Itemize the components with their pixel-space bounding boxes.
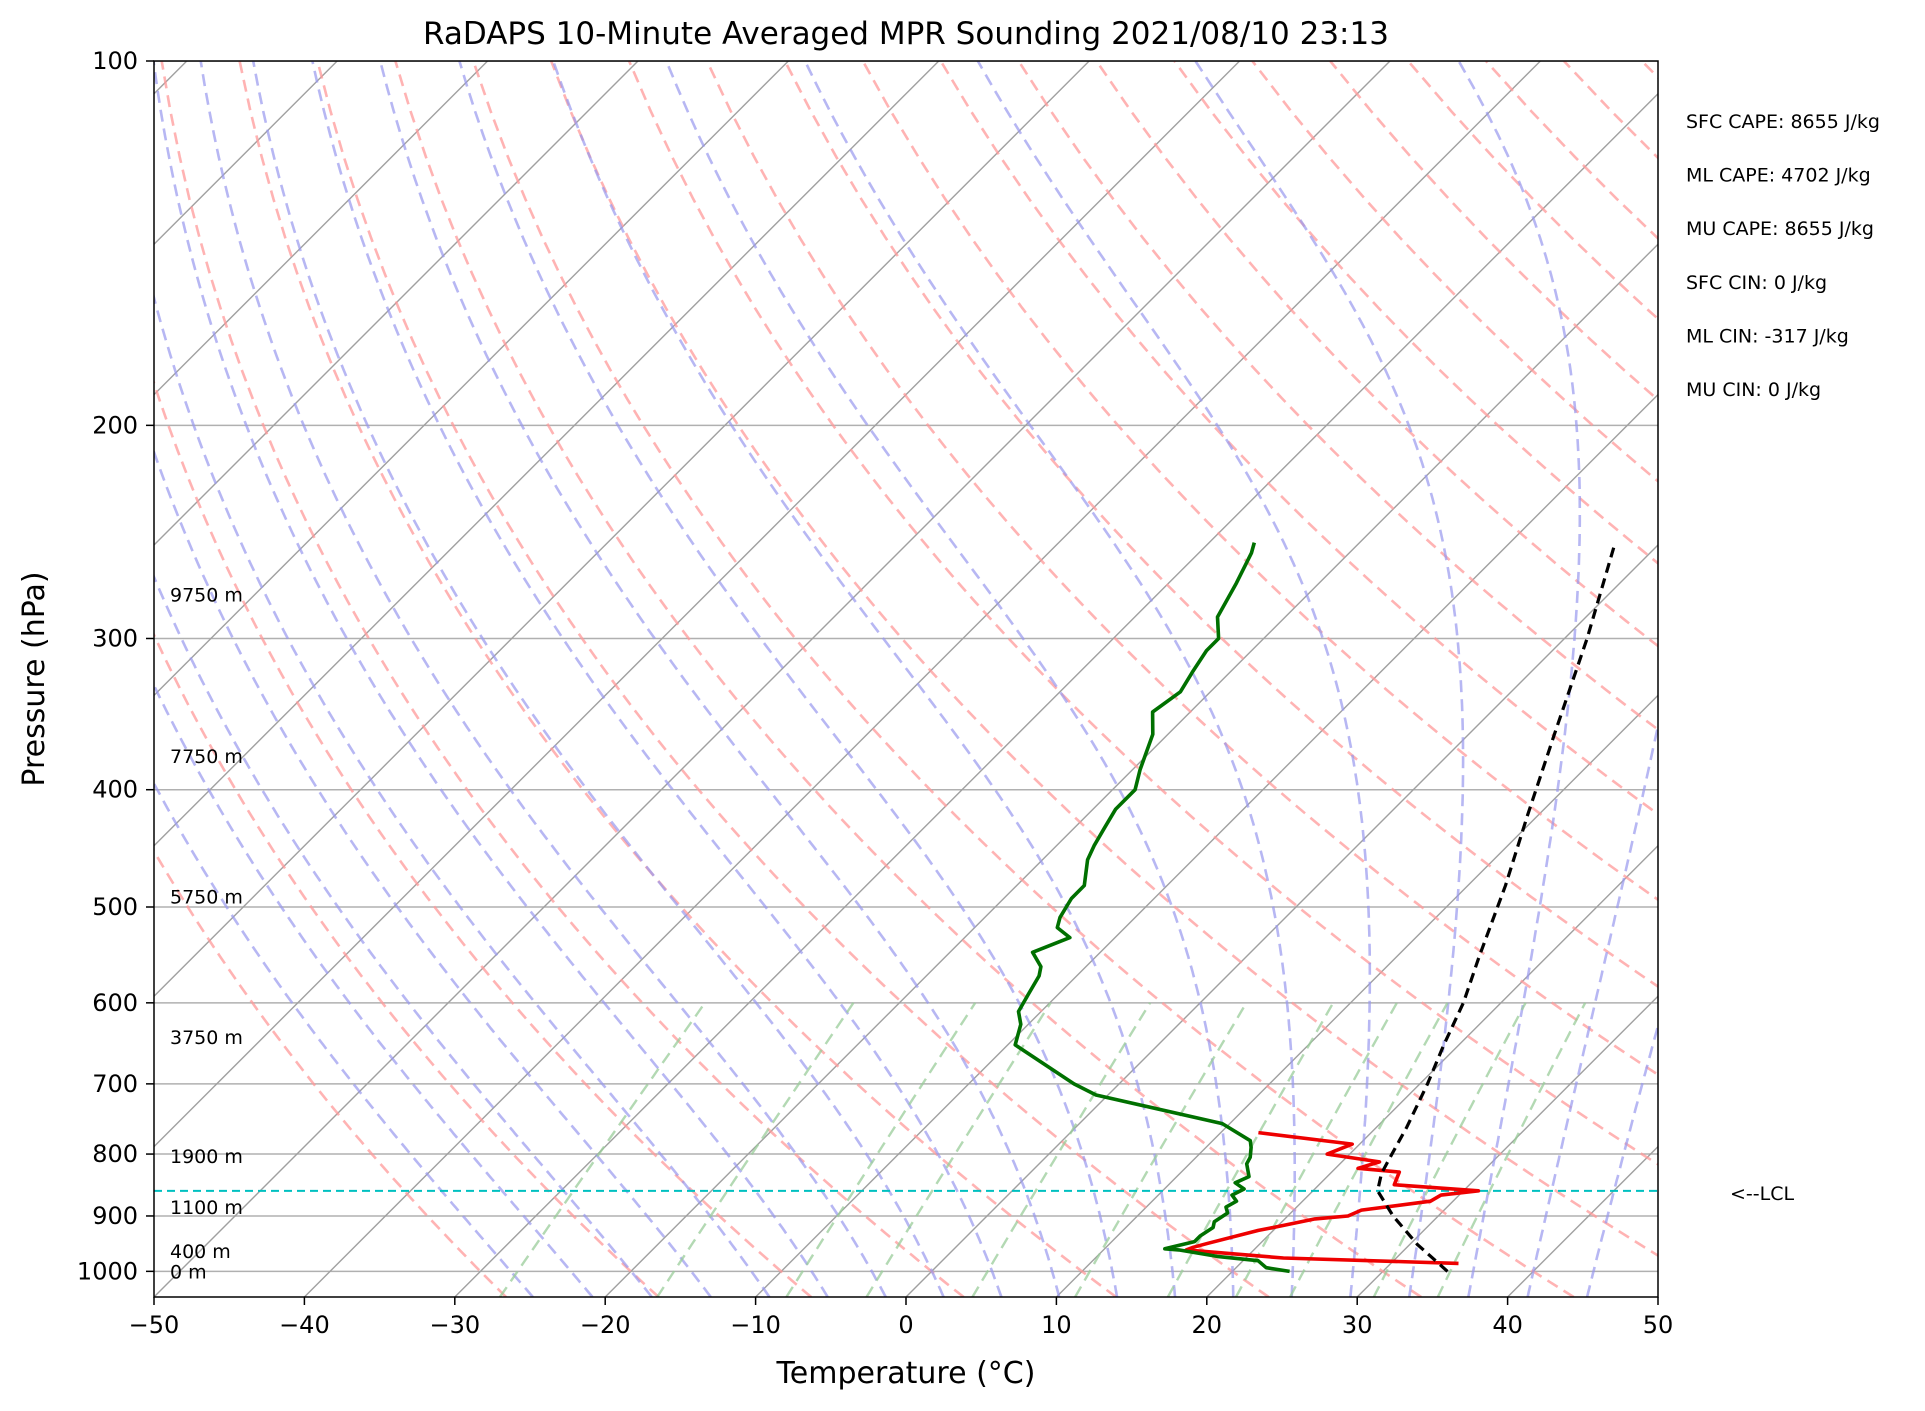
x-tick-label: −20 bbox=[580, 1311, 631, 1339]
x-tick-label: 0 bbox=[898, 1311, 913, 1339]
height-label: 1900 m bbox=[170, 1146, 243, 1168]
height-label: 9750 m bbox=[170, 585, 243, 607]
stat-annotation: MU CIN: 0 J/kg bbox=[1686, 379, 1821, 401]
height-label: 3750 m bbox=[170, 1027, 243, 1049]
y-tick-label: 200 bbox=[92, 411, 138, 439]
stat-annotation: SFC CIN: 0 J/kg bbox=[1686, 272, 1827, 294]
y-tick-label: 500 bbox=[92, 893, 138, 921]
height-label: 5750 m bbox=[170, 886, 243, 908]
x-axis-title: Temperature (°C) bbox=[776, 1356, 1036, 1391]
stat-annotation: MU CAPE: 8655 J/kg bbox=[1686, 218, 1874, 240]
x-tick-label: 10 bbox=[1041, 1311, 1072, 1339]
y-tick-label: 900 bbox=[92, 1202, 138, 1230]
x-tick-label: −50 bbox=[129, 1311, 180, 1339]
stat-annotation: ML CIN: -317 J/kg bbox=[1686, 325, 1849, 347]
lcl-label: <--LCL bbox=[1730, 1183, 1794, 1205]
y-tick-label: 100 bbox=[92, 47, 138, 75]
y-axis-title: Pressure (hPa) bbox=[17, 571, 52, 786]
x-tick-label: 50 bbox=[1643, 1311, 1674, 1339]
height-label: 0 m bbox=[170, 1261, 207, 1283]
height-label: 1100 m bbox=[170, 1197, 243, 1219]
height-label: 400 m bbox=[170, 1241, 231, 1263]
y-tick-label: 600 bbox=[92, 989, 138, 1017]
y-tick-label: 1000 bbox=[77, 1257, 138, 1285]
y-tick-label: 300 bbox=[92, 624, 138, 652]
x-tick-label: 30 bbox=[1342, 1311, 1373, 1339]
x-tick-label: 20 bbox=[1192, 1311, 1223, 1339]
x-tick-label: 40 bbox=[1492, 1311, 1523, 1339]
y-tick-label: 800 bbox=[92, 1140, 138, 1168]
x-tick-label: −40 bbox=[279, 1311, 330, 1339]
stat-annotation: ML CAPE: 4702 J/kg bbox=[1686, 165, 1871, 187]
stat-annotation: SFC CAPE: 8655 J/kg bbox=[1686, 111, 1880, 133]
y-tick-label: 700 bbox=[92, 1070, 138, 1098]
y-tick-label: 400 bbox=[92, 776, 138, 804]
height-label: 7750 m bbox=[170, 746, 243, 768]
x-tick-label: −10 bbox=[730, 1311, 781, 1339]
chart-title: RaDAPS 10-Minute Averaged MPR Sounding 2… bbox=[423, 16, 1389, 52]
x-tick-label: −30 bbox=[429, 1311, 480, 1339]
